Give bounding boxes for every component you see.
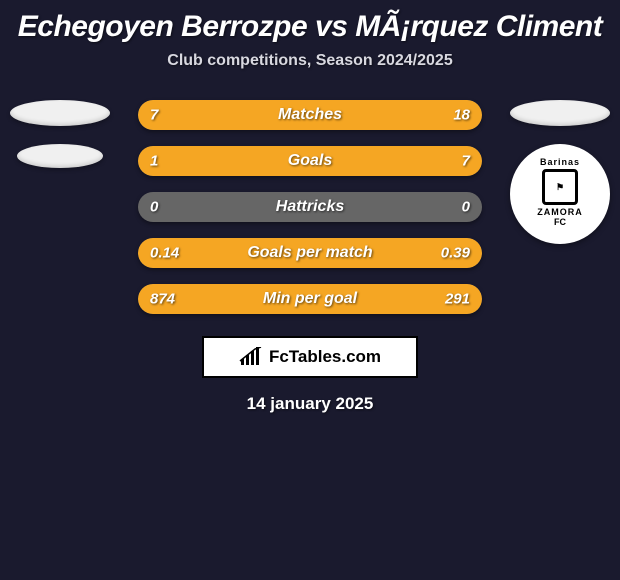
content: Barinas ⚑ ZAMORA FC 7 18 Matches 1 7 Goals 0 0 H… <box>0 100 620 414</box>
stat-value-right: 7 <box>462 153 470 170</box>
club-badge-logo-icon: ⚑ <box>542 169 578 205</box>
club-badge-zamora: Barinas ⚑ ZAMORA FC <box>510 144 610 244</box>
stat-bar: 0.14 0.39 Goals per match <box>138 238 482 268</box>
stat-value-left: 7 <box>150 107 158 124</box>
stat-bars: 7 18 Matches 1 7 Goals 0 0 Hattricks 0.14 0.39 Goal… <box>138 100 482 314</box>
stat-value-right: 291 <box>445 291 470 308</box>
stat-value-left: 1 <box>150 153 158 170</box>
date-text: 14 january 2025 <box>0 394 620 414</box>
brand-box: FcTables.com <box>202 336 418 378</box>
stat-value-right: 0.39 <box>441 245 470 262</box>
root: Echegoyen Berrozpe vs MÃ¡rquez Climent C… <box>0 0 620 424</box>
stat-label: Goals per match <box>247 244 372 262</box>
stat-label: Matches <box>278 106 342 124</box>
stat-bar: 7 18 Matches <box>138 100 482 130</box>
stat-value-left: 874 <box>150 291 175 308</box>
stat-value-left: 0.14 <box>150 245 179 262</box>
club-badge-top: Barinas <box>540 157 580 167</box>
right-player-badges: Barinas ⚑ ZAMORA FC <box>510 100 610 244</box>
placeholder-icon <box>10 100 110 126</box>
stat-value-right: 18 <box>453 107 470 124</box>
bar-fill-right <box>234 100 482 130</box>
club-badge-name: ZAMORA <box>537 207 583 217</box>
club-badge-fc: FC <box>554 217 566 227</box>
stat-bar: 874 291 Min per goal <box>138 284 482 314</box>
stat-value-left: 0 <box>150 199 158 216</box>
placeholder-icon <box>17 144 103 168</box>
stat-label: Goals <box>288 152 332 170</box>
brand-text: FcTables.com <box>269 347 381 367</box>
page-subtitle: Club competitions, Season 2024/2025 <box>0 52 620 70</box>
placeholder-icon <box>510 100 610 126</box>
stat-value-right: 0 <box>462 199 470 216</box>
left-player-badges <box>10 100 110 168</box>
stat-bar: 0 0 Hattricks <box>138 192 482 222</box>
bars-chart-icon <box>239 347 263 367</box>
stat-label: Min per goal <box>263 290 357 308</box>
stat-bar: 1 7 Goals <box>138 146 482 176</box>
bar-fill-left <box>138 146 179 176</box>
stat-label: Hattricks <box>276 198 344 216</box>
page-title: Echegoyen Berrozpe vs MÃ¡rquez Climent <box>0 10 620 44</box>
